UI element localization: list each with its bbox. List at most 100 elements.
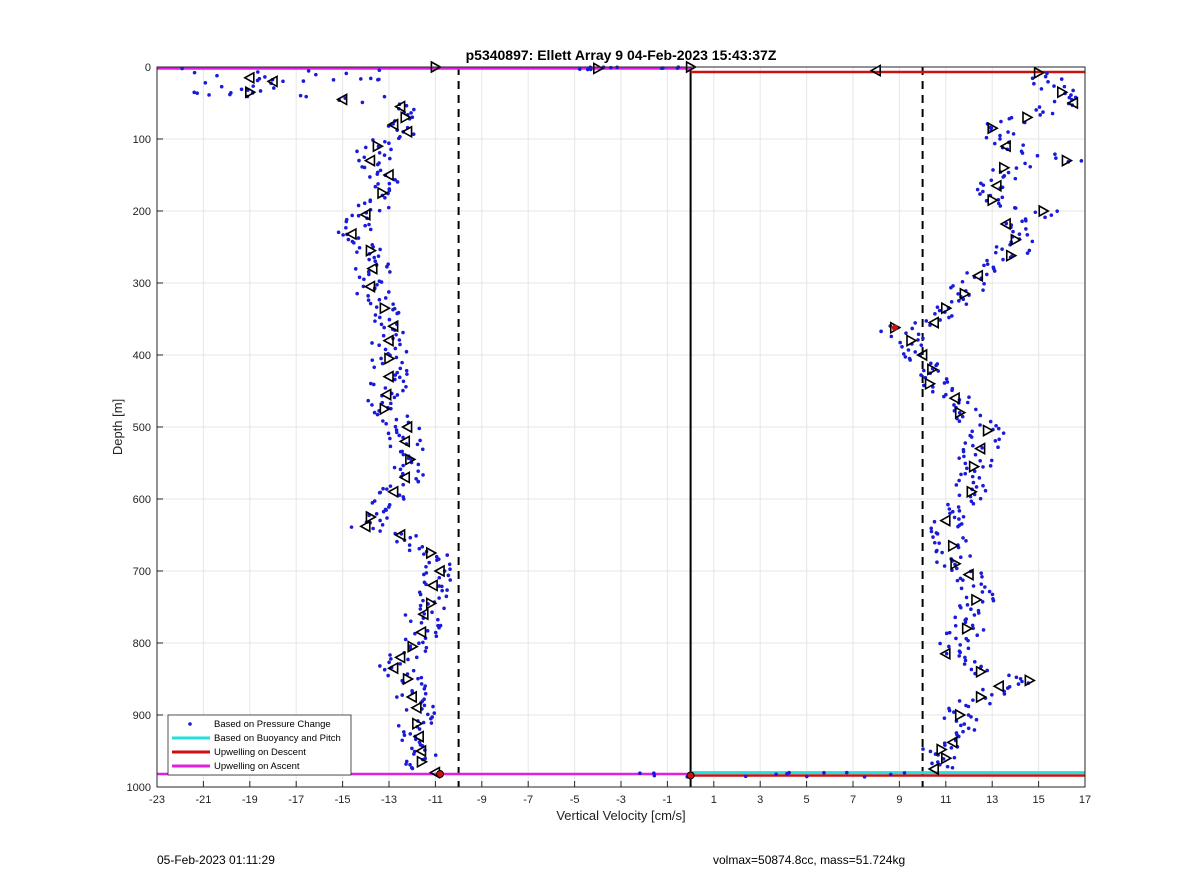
pressure-change-point [959,723,963,728]
y-tick-label: 400 [133,350,151,362]
pressure-change-point [392,465,397,470]
pressure-change-point [367,257,371,262]
pressure-change-point [391,307,395,312]
triangle-marker [400,111,412,124]
pressure-change-point [401,497,406,501]
pressure-change-point [395,370,400,375]
pressure-change-point [961,536,965,540]
pressure-change-point [377,150,382,155]
pressure-change-point [400,738,405,743]
pressure-change-point [434,634,439,638]
pressure-change-point [377,343,381,348]
pressure-change-point [980,599,985,604]
pressure-change-point [350,213,354,218]
pressure-change-point [427,560,432,565]
pressure-change-point [946,502,950,507]
pressure-change-point [1020,679,1024,684]
pressure-change-point [389,401,393,406]
pressure-change-point [1055,209,1059,213]
pressure-change-point [341,233,345,237]
pressure-change-point [419,621,424,625]
pressure-change-point [972,613,977,617]
pressure-change-point [383,347,388,352]
pressure-change-point [418,438,422,443]
pressure-change-point [997,437,1001,442]
pressure-change-point [368,227,373,232]
triangle-marker [950,557,962,571]
pressure-change-point [955,578,960,583]
pressure-change-point [1054,156,1058,160]
pressure-change-point [957,478,961,483]
pressure-change-point [417,426,422,431]
pressure-change-point [375,282,379,287]
pressure-change-point [377,490,382,495]
reference-lines [457,67,924,787]
triangle-marker [412,730,424,743]
pressure-change-point [938,318,942,322]
triangle-marker [359,520,371,533]
pressure-change-point [386,431,391,436]
pressure-change-point [919,343,924,347]
pressure-change-point [362,277,366,282]
triangle-marker [398,435,411,448]
pressure-change-point [407,543,412,547]
pressure-change-point [404,708,409,712]
pressure-change-point [382,153,387,157]
pressure-change-point [979,582,984,586]
pressure-change-point [988,464,993,468]
triangle-marker [906,334,918,347]
pressure-change-point [1030,76,1035,81]
pressure-change-point [609,65,613,70]
pressure-change-point [935,532,940,536]
pressure-change-point [393,346,398,351]
pressure-change-point [954,483,959,487]
pressure-change-point [975,633,980,637]
pressure-change-point [935,560,939,564]
triangle-marker [1010,233,1023,247]
pressure-change-point [963,441,968,445]
pressure-change-point [219,84,224,89]
pressure-change-point [448,578,453,582]
grid-lines [156,66,1086,788]
pressure-change-point [942,716,947,720]
pressure-change-point [988,701,992,706]
pressure-change-point [381,509,386,514]
pressure-change-point [981,189,985,194]
triangle-marker [1022,111,1034,124]
pressure-change-point [397,433,402,438]
pressure-change-point [998,137,1002,141]
pressure-change-point [978,413,983,418]
pressure-change-point [423,684,428,688]
pressure-change-point [370,358,375,362]
pressure-change-point [376,182,380,186]
pressure-change-point [379,322,384,327]
pressure-change-point [919,373,923,377]
pressure-change-point [964,302,969,306]
pressure-change-point [393,424,398,429]
pressure-change-point [281,79,285,84]
pressure-change-point [940,550,944,555]
pressure-change-point [993,250,998,255]
pressure-change-point [433,753,438,757]
legend-label: Based on Pressure Change [214,719,331,730]
pressure-change-point [366,298,371,302]
triangle-marker [407,640,419,653]
pressure-change-point [1030,239,1035,244]
triangle-marker [384,352,396,365]
pressure-change-point [1002,692,1007,696]
pressure-change-point [387,317,392,322]
pressure-change-point [416,479,421,484]
triangle-marker [924,377,937,391]
pressure-change-point [949,299,954,304]
pressure-change-point [1017,232,1022,236]
pressure-change-point [1053,152,1057,156]
pressure-change-point [962,454,966,459]
pressure-change-point [976,611,981,615]
pressure-change-point [965,400,970,405]
pressure-change-point [378,664,382,668]
pressure-change-point [388,270,392,274]
triangle-marker [962,568,974,581]
triangle-marker [592,62,605,75]
pressure-change-point [385,264,389,269]
pressure-change-point [400,360,404,365]
